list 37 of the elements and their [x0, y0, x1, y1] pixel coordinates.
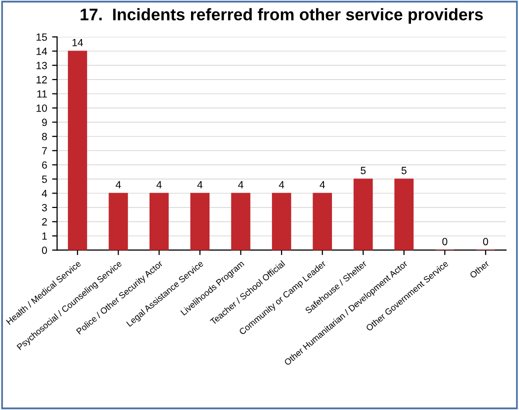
data-label: 4: [320, 181, 325, 188]
bar: [354, 178, 373, 250]
bar: [68, 50, 88, 250]
chart-title: 17. Incidents referred from other service providers: [80, 8, 483, 24]
y-tick-label: 11: [37, 90, 47, 98]
y-tick-label: 9: [42, 118, 47, 126]
y-tick-label: 14: [36, 48, 48, 55]
bar: [150, 192, 169, 250]
data-label: 5: [402, 166, 406, 174]
y-tick-label: 3: [42, 204, 47, 212]
bar: [312, 192, 332, 250]
y-tick-label: 13: [36, 62, 47, 70]
bar: [231, 192, 250, 250]
y-tick-label: 1: [42, 232, 47, 240]
y-tick-label: 7: [42, 147, 47, 154]
data-label: 0: [442, 238, 448, 246]
y-tick-label: 2: [42, 218, 47, 226]
data-label: 4: [197, 181, 203, 188]
data-label: 4: [238, 181, 244, 188]
y-tick-label: 15: [36, 34, 47, 41]
bar: [394, 178, 414, 250]
data-label: 0: [483, 238, 488, 246]
data-label: 4: [156, 181, 162, 188]
bar: [108, 192, 128, 250]
y-tick-label: 6: [42, 161, 47, 169]
y-tick-label: 0: [42, 246, 47, 254]
data-label: 5: [360, 166, 366, 174]
data-label: 4: [116, 181, 121, 188]
bar: [190, 192, 210, 250]
y-tick-label: 5: [42, 176, 47, 183]
y-tick-label: 8: [42, 132, 47, 140]
bar: [272, 192, 292, 250]
y-tick-label: 12: [36, 76, 47, 84]
data-label: 14: [72, 39, 83, 46]
data-label: 4: [278, 181, 284, 188]
y-tick-label: 10: [36, 104, 47, 112]
y-tick-label: 4: [42, 190, 48, 198]
